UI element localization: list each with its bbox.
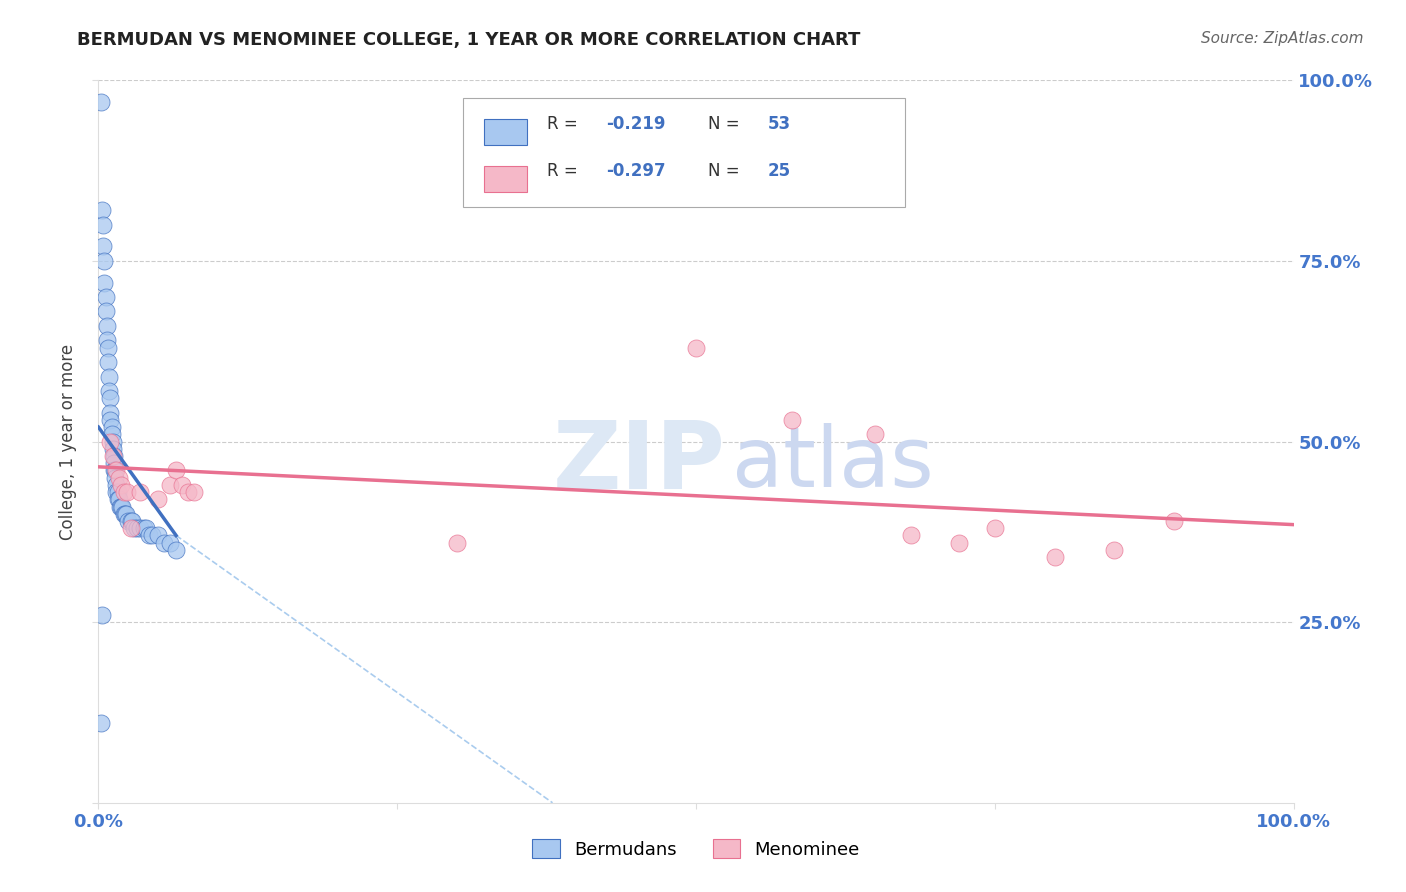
Point [159,478,181,492]
Point [94,290,117,304]
Point [129,485,152,500]
Point [98,413,122,427]
Point [165,542,187,557]
Point [90,95,112,109]
Text: N =: N = [709,161,745,179]
Point [107,470,129,484]
Point [91,607,114,622]
Point [984,521,1007,535]
Point [103,463,125,477]
Point [105,485,128,500]
Point [101,449,124,463]
Point [183,485,205,500]
Point [865,427,887,442]
Point [107,492,129,507]
Point [101,434,124,449]
Point [103,456,125,470]
Point [1043,550,1066,565]
Point [148,492,170,507]
Text: ZIP: ZIP [553,417,725,509]
Point [165,463,187,477]
Point [108,500,131,514]
Point [112,507,135,521]
Point [100,427,122,442]
Point [177,485,200,500]
Point [101,442,124,456]
Point [111,500,134,514]
Point [98,369,121,384]
FancyBboxPatch shape [485,166,527,192]
Point [98,384,121,398]
Point [900,528,922,542]
FancyBboxPatch shape [485,119,527,145]
Point [114,507,136,521]
Legend: Bermudans, Menominee: Bermudans, Menominee [526,832,866,866]
Point [135,521,157,535]
Point [948,535,970,549]
Point [141,528,163,542]
Point [107,485,129,500]
Text: 25: 25 [768,161,790,179]
Point [120,521,142,535]
Point [90,716,112,731]
Point [120,514,142,528]
Point [97,341,120,355]
Point [98,434,122,449]
Point [125,521,148,535]
Point [105,478,128,492]
Point [115,507,138,521]
Point [446,535,468,549]
Point [1163,514,1185,528]
Point [124,521,146,535]
Y-axis label: College, 1 year or more: College, 1 year or more [59,343,77,540]
Text: atlas: atlas [733,423,934,504]
Text: R =: R = [547,161,582,179]
Text: -0.219: -0.219 [606,115,666,133]
Point [117,514,139,528]
Point [153,535,176,549]
Point [121,514,143,528]
Point [105,463,128,477]
Point [97,355,120,369]
Point [138,528,160,542]
Point [132,521,155,535]
Text: 53: 53 [768,115,790,133]
Point [112,485,135,500]
Point [96,318,118,333]
Point [107,492,129,507]
Point [91,218,114,232]
Point [115,485,138,500]
Point [148,528,170,542]
Point [100,420,122,434]
Point [91,203,114,218]
Point [1104,542,1126,557]
Point [780,413,803,427]
Point [172,478,194,492]
Text: BERMUDAN VS MENOMINEE COLLEGE, 1 YEAR OR MORE CORRELATION CHART: BERMUDAN VS MENOMINEE COLLEGE, 1 YEAR OR… [77,31,860,49]
Point [104,463,127,477]
Point [129,521,152,535]
Point [103,449,125,463]
Text: N =: N = [709,115,745,133]
Point [685,341,707,355]
Point [93,276,115,290]
Point [104,470,127,484]
Text: R =: R = [547,115,582,133]
Point [110,478,132,492]
Point [98,391,122,405]
Point [96,334,118,348]
Point [94,304,117,318]
Point [93,253,115,268]
Point [159,535,181,549]
Text: -0.297: -0.297 [606,161,666,179]
Point [98,406,122,420]
Point [110,500,132,514]
Text: Source: ZipAtlas.com: Source: ZipAtlas.com [1201,31,1364,46]
Point [91,239,114,253]
FancyBboxPatch shape [463,98,905,207]
